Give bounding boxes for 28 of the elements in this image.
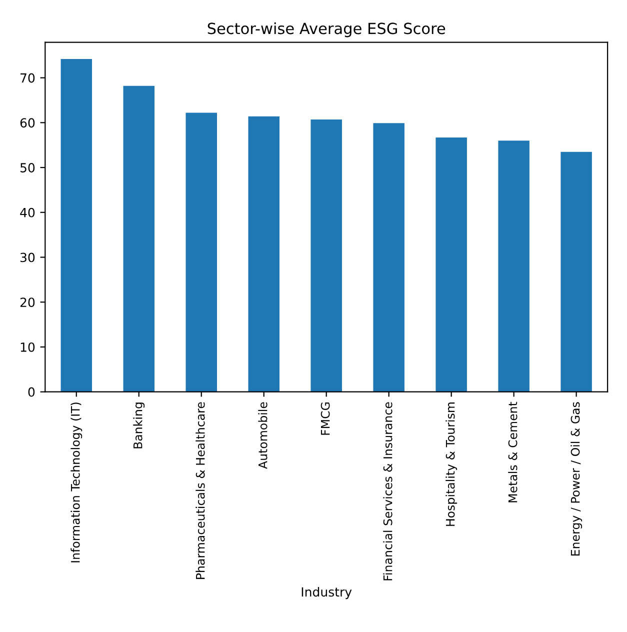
bar (186, 112, 217, 392)
y-tick-label: 60 (20, 118, 35, 128)
x-tick-label: Automobile (258, 402, 268, 469)
chart-title: Sector-wise Average ESG Score (208, 22, 446, 38)
y-tick-label: 30 (20, 252, 35, 262)
bar (373, 123, 404, 392)
x-tick-label: Banking (133, 402, 145, 448)
x-tick-label: FMCG (320, 402, 330, 435)
y-tick-label: 0 (28, 387, 35, 397)
bar (123, 86, 155, 392)
bar (560, 152, 592, 392)
bar (310, 120, 342, 392)
bar (436, 137, 467, 392)
y-tick-label: 70 (20, 73, 35, 83)
x-tick-label: Financial Services & Insurance (383, 402, 392, 580)
bar (498, 140, 530, 392)
y-tick-label: 20 (20, 298, 35, 308)
y-tick-label: 40 (20, 208, 35, 218)
bar (60, 58, 92, 392)
x-axis-title: Industry (302, 586, 352, 600)
bar (248, 116, 280, 392)
x-tick-label: Metals & Cement (508, 402, 518, 502)
x-tick-label: Information Technology (IT) (70, 402, 82, 562)
y-tick-label: 10 (20, 342, 35, 352)
y-tick-label: 50 (20, 162, 35, 172)
x-tick-label: Energy / Power / Oil & Gas (570, 402, 582, 556)
x-tick-label: Pharmaceuticals & Healthcare (196, 402, 205, 579)
x-tick-label: Hospitality & Tourism (446, 402, 458, 526)
